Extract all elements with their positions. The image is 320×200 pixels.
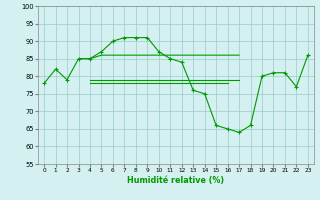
X-axis label: Humidité relative (%): Humidité relative (%): [127, 176, 225, 185]
